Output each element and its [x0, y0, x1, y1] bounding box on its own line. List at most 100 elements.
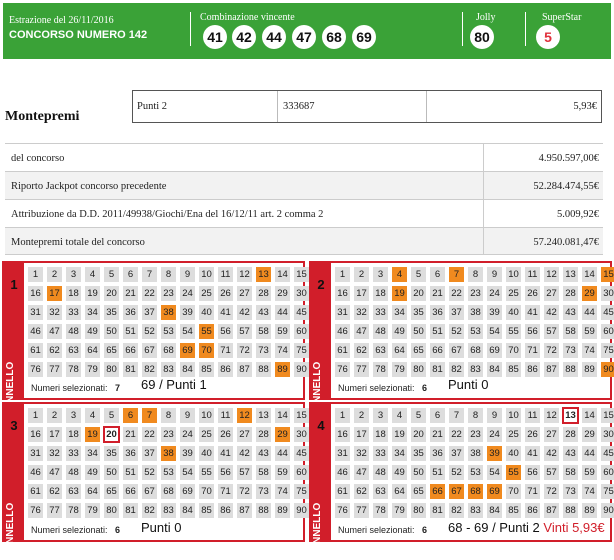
- number-cell[interactable]: 79: [392, 362, 407, 377]
- number-cell[interactable]: 23: [468, 427, 483, 442]
- number-cell[interactable]: 70: [199, 343, 214, 358]
- number-cell[interactable]: 22: [449, 286, 464, 301]
- number-cell[interactable]: 87: [544, 362, 559, 377]
- number-cell[interactable]: 72: [237, 343, 252, 358]
- number-cell[interactable]: 50: [104, 324, 119, 339]
- number-cell[interactable]: 4: [392, 267, 407, 282]
- number-cell[interactable]: 6: [123, 267, 138, 282]
- number-cell[interactable]: 12: [544, 408, 559, 423]
- number-cell[interactable]: 89: [582, 503, 597, 518]
- number-cell[interactable]: 38: [161, 446, 176, 461]
- number-cell[interactable]: 17: [354, 427, 369, 442]
- number-cell[interactable]: 69: [180, 343, 195, 358]
- number-cell[interactable]: 34: [85, 305, 100, 320]
- number-cell[interactable]: 82: [449, 503, 464, 518]
- number-cell[interactable]: 38: [161, 305, 176, 320]
- number-cell[interactable]: 16: [335, 286, 350, 301]
- number-cell[interactable]: 74: [582, 343, 597, 358]
- number-cell[interactable]: 9: [487, 408, 502, 423]
- number-cell[interactable]: 72: [544, 343, 559, 358]
- number-cell[interactable]: 80: [411, 503, 426, 518]
- number-cell[interactable]: 83: [468, 503, 483, 518]
- number-cell[interactable]: 24: [180, 286, 195, 301]
- number-cell[interactable]: 9: [180, 408, 195, 423]
- number-cell[interactable]: 59: [275, 324, 290, 339]
- number-cell[interactable]: 55: [199, 324, 214, 339]
- number-cell[interactable]: 21: [430, 427, 445, 442]
- number-cell[interactable]: 40: [506, 305, 521, 320]
- number-cell[interactable]: 68: [161, 343, 176, 358]
- number-cell[interactable]: 44: [275, 446, 290, 461]
- number-cell[interactable]: 11: [525, 267, 540, 282]
- number-cell[interactable]: 39: [487, 305, 502, 320]
- number-cell[interactable]: 47: [47, 324, 62, 339]
- number-cell[interactable]: 4: [392, 408, 407, 423]
- number-cell[interactable]: 55: [506, 465, 521, 480]
- number-cell[interactable]: 26: [218, 286, 233, 301]
- number-cell[interactable]: 31: [28, 446, 43, 461]
- number-cell[interactable]: 54: [487, 324, 502, 339]
- number-cell[interactable]: 52: [449, 324, 464, 339]
- number-cell[interactable]: 90: [294, 503, 309, 518]
- number-cell[interactable]: 14: [582, 267, 597, 282]
- number-cell[interactable]: 39: [180, 446, 195, 461]
- number-cell[interactable]: 7: [142, 408, 157, 423]
- number-cell[interactable]: 44: [275, 305, 290, 320]
- number-cell[interactable]: 86: [218, 362, 233, 377]
- number-cell[interactable]: 24: [487, 286, 502, 301]
- number-cell[interactable]: 30: [601, 427, 614, 442]
- number-cell[interactable]: 62: [47, 484, 62, 499]
- number-cell[interactable]: 61: [28, 484, 43, 499]
- number-cell[interactable]: 76: [335, 503, 350, 518]
- number-cell[interactable]: 21: [123, 286, 138, 301]
- number-cell[interactable]: 12: [237, 267, 252, 282]
- number-cell[interactable]: 65: [411, 484, 426, 499]
- number-cell[interactable]: 77: [354, 362, 369, 377]
- number-cell[interactable]: 29: [275, 286, 290, 301]
- number-cell[interactable]: 88: [563, 503, 578, 518]
- number-cell[interactable]: 10: [199, 408, 214, 423]
- number-cell[interactable]: 41: [525, 446, 540, 461]
- number-cell[interactable]: 27: [544, 427, 559, 442]
- number-cell[interactable]: 1: [28, 408, 43, 423]
- number-cell[interactable]: 48: [66, 465, 81, 480]
- number-cell[interactable]: 89: [275, 362, 290, 377]
- number-cell[interactable]: 22: [142, 427, 157, 442]
- number-cell[interactable]: 56: [525, 465, 540, 480]
- number-cell[interactable]: 42: [237, 446, 252, 461]
- number-cell[interactable]: 37: [142, 305, 157, 320]
- number-cell[interactable]: 70: [199, 484, 214, 499]
- number-cell[interactable]: 47: [354, 465, 369, 480]
- number-cell[interactable]: 36: [430, 446, 445, 461]
- number-cell[interactable]: 43: [563, 446, 578, 461]
- number-cell[interactable]: 35: [104, 446, 119, 461]
- number-cell[interactable]: 5: [411, 408, 426, 423]
- number-cell[interactable]: 46: [335, 465, 350, 480]
- number-cell[interactable]: 31: [28, 305, 43, 320]
- number-cell[interactable]: 64: [85, 343, 100, 358]
- number-cell[interactable]: 49: [392, 324, 407, 339]
- number-cell[interactable]: 55: [199, 465, 214, 480]
- number-cell[interactable]: 84: [180, 362, 195, 377]
- number-cell[interactable]: 54: [180, 465, 195, 480]
- number-cell[interactable]: 2: [47, 267, 62, 282]
- number-cell[interactable]: 5: [104, 267, 119, 282]
- number-cell[interactable]: 15: [294, 408, 309, 423]
- number-cell[interactable]: 43: [256, 446, 271, 461]
- number-cell[interactable]: 16: [335, 427, 350, 442]
- number-cell[interactable]: 2: [47, 408, 62, 423]
- number-cell[interactable]: 3: [66, 408, 81, 423]
- number-cell[interactable]: 18: [66, 427, 81, 442]
- number-cell[interactable]: 66: [430, 484, 445, 499]
- number-cell[interactable]: 28: [256, 427, 271, 442]
- number-cell[interactable]: 67: [449, 343, 464, 358]
- number-cell[interactable]: 33: [373, 446, 388, 461]
- number-cell[interactable]: 46: [335, 324, 350, 339]
- number-cell[interactable]: 27: [544, 286, 559, 301]
- number-cell[interactable]: 59: [582, 324, 597, 339]
- number-cell[interactable]: 1: [335, 267, 350, 282]
- number-cell[interactable]: 60: [294, 324, 309, 339]
- number-cell[interactable]: 84: [180, 503, 195, 518]
- number-cell[interactable]: 3: [373, 267, 388, 282]
- number-cell[interactable]: 77: [354, 503, 369, 518]
